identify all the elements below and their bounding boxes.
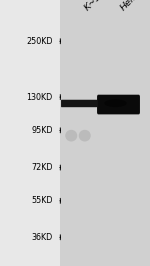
Text: 72KD: 72KD bbox=[31, 163, 52, 172]
Text: K~562: K~562 bbox=[83, 0, 112, 12]
Ellipse shape bbox=[104, 99, 127, 107]
Text: 130KD: 130KD bbox=[26, 93, 52, 102]
Text: 36KD: 36KD bbox=[31, 233, 52, 242]
Text: 95KD: 95KD bbox=[31, 126, 52, 135]
FancyBboxPatch shape bbox=[61, 100, 97, 107]
Bar bbox=[60, 0, 150, 266]
Ellipse shape bbox=[65, 130, 77, 142]
Text: 250KD: 250KD bbox=[26, 37, 52, 46]
Ellipse shape bbox=[79, 130, 91, 142]
Text: 55KD: 55KD bbox=[31, 196, 52, 205]
Text: Hela: Hela bbox=[118, 0, 140, 12]
FancyBboxPatch shape bbox=[97, 95, 140, 114]
